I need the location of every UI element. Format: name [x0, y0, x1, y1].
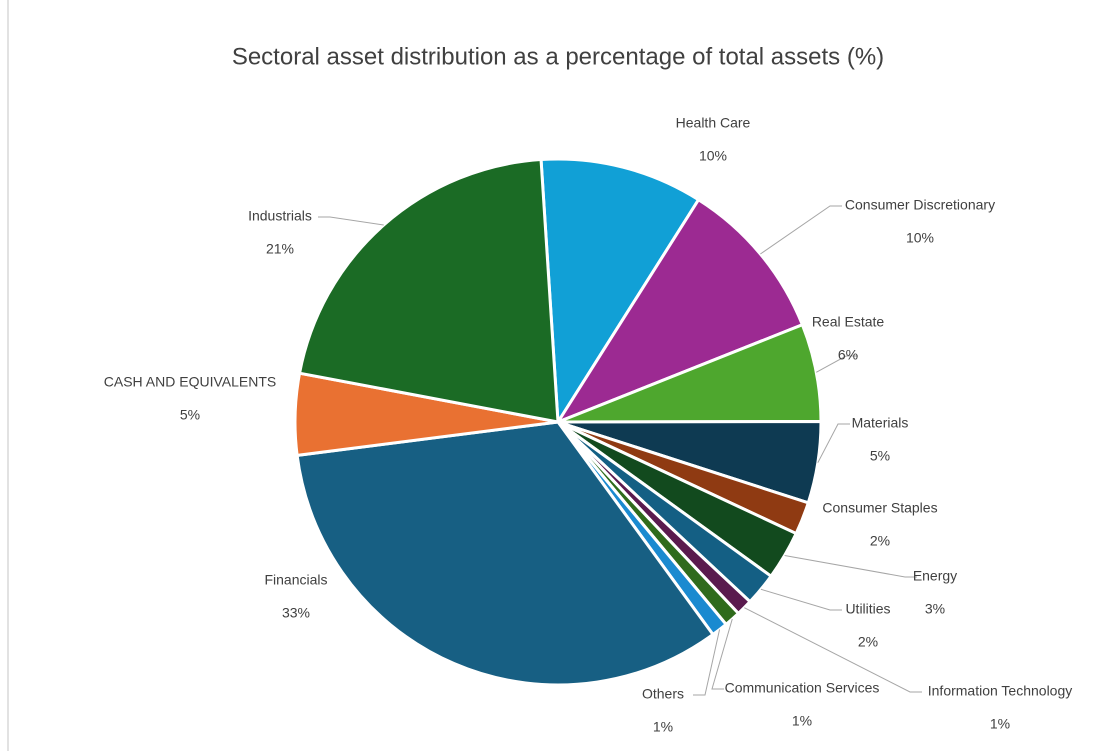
value-label: 10%	[906, 230, 934, 246]
category-label: Communication Services	[725, 680, 880, 696]
category-label: Health Care	[676, 115, 751, 131]
value-label: 6%	[838, 347, 858, 363]
leader-line	[784, 554, 917, 578]
leader-line	[711, 618, 733, 690]
leader-line	[760, 205, 842, 255]
category-label: CASH AND EQUIVALENTS	[104, 374, 276, 390]
leader-line	[744, 607, 922, 693]
value-label: 33%	[282, 605, 310, 621]
value-label: 1%	[653, 719, 673, 735]
leader-line	[318, 216, 384, 226]
slices	[293, 157, 823, 687]
value-label: 3%	[925, 601, 945, 617]
category-label: Consumer Staples	[822, 500, 937, 516]
value-label: 2%	[858, 634, 878, 650]
value-label: 5%	[180, 407, 200, 423]
pie-slice	[539, 157, 701, 427]
category-label: Utilities	[845, 601, 890, 617]
category-label: Industrials	[248, 208, 312, 224]
category-label: Financials	[264, 572, 327, 588]
pie-slice	[554, 197, 805, 426]
leader-line	[816, 355, 858, 373]
value-label: 1%	[990, 716, 1010, 732]
value-label: 5%	[870, 448, 890, 464]
value-label: 1%	[792, 713, 812, 729]
category-label: Information Technology	[928, 683, 1073, 699]
chart-title: Sectoral asset distribution as a percent…	[232, 43, 884, 70]
value-label: 10%	[699, 148, 727, 164]
category-label: Real Estate	[812, 314, 885, 330]
category-label: Materials	[852, 415, 909, 431]
value-label: 21%	[266, 241, 294, 257]
category-label: Others	[642, 686, 684, 702]
labels: Health Care 10% Consumer Discretionary 10% R…	[104, 115, 1072, 735]
category-label: Consumer Discretionary	[845, 197, 995, 213]
category-label: Energy	[913, 568, 957, 584]
leader-line	[760, 588, 842, 611]
leader-line	[693, 629, 721, 696]
value-label: 2%	[870, 533, 890, 549]
leader-line	[817, 423, 850, 463]
pie-slice	[295, 420, 716, 687]
